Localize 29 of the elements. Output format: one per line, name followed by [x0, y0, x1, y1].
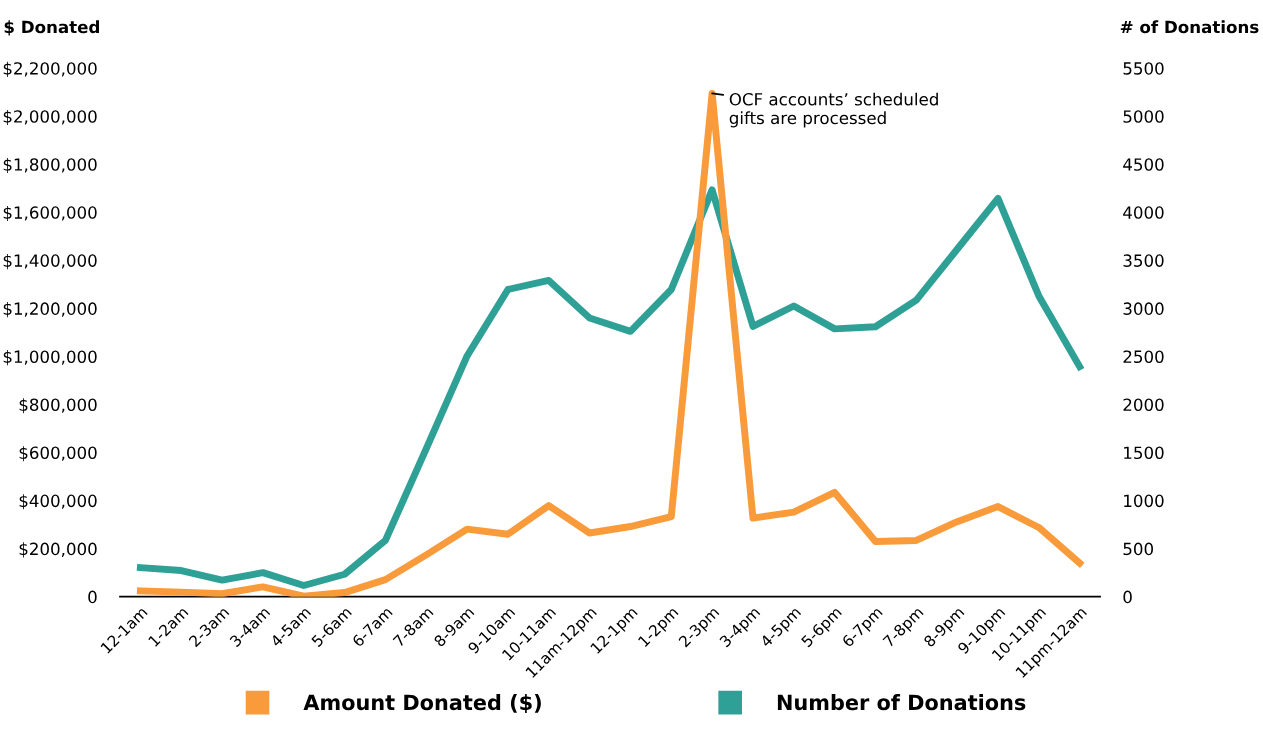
y2-tick-label: 2000: [1123, 398, 1164, 412]
y-tick-label: $400,000: [19, 494, 97, 510]
y-tick-label: $800,000: [19, 398, 97, 414]
y2-tick-label: 3000: [1123, 302, 1164, 315]
y-axis-title: $ Donated: [4, 20, 99, 36]
y2-tick-label: 5000: [1123, 110, 1164, 123]
y-tick-label: $2,200,000: [3, 61, 97, 77]
y2-tick-label: 500: [1123, 542, 1153, 556]
y-tick-label: $2,000,000: [3, 109, 97, 125]
y-tick-label: $1,400,000: [3, 254, 97, 270]
legend-label: Amount Donated ($): [303, 694, 541, 713]
y-tick-label: $1,600,000: [3, 205, 97, 222]
y2-tick-label: 1000: [1124, 494, 1164, 508]
y-tick-label: $1,000,000: [3, 350, 97, 366]
y2-axis-title: # of Donations: [1120, 20, 1259, 34]
y-tick-label: $1,800,000: [3, 157, 97, 174]
y2-tick-label: 3500: [1123, 254, 1164, 267]
legend-label: Number of Donations: [777, 694, 1026, 711]
y-tick-label: 0: [88, 590, 97, 604]
y2-tick-label: 5500: [1123, 62, 1164, 75]
annotation: OCF accounts’ scheduled gifts are processed: [729, 92, 938, 128]
y-tick-label: $1,200,000: [3, 302, 97, 318]
y2-tick-label: 2500: [1123, 350, 1164, 364]
y-tick-label: $600,000: [19, 446, 97, 462]
y2-tick-label: 4000: [1123, 206, 1164, 219]
y2-tick-label: 4500: [1123, 158, 1164, 171]
y-tick-label: $200,000: [19, 542, 97, 558]
y2-tick-label: 0: [1123, 590, 1132, 604]
y2-tick-label: 1500: [1124, 446, 1164, 460]
